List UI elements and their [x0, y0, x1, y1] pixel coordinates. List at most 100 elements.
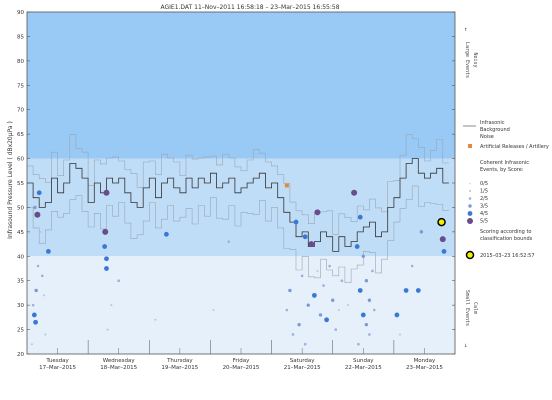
side-label-large-events: Large Events: [464, 42, 470, 78]
y-tick-label: 65: [17, 132, 24, 138]
event-point: [311, 292, 317, 298]
event-point: [367, 298, 372, 302]
y-tick-label: 55: [17, 181, 24, 187]
legend-score-swatch: [469, 190, 471, 192]
event-point: [285, 308, 289, 312]
event-point: [34, 288, 38, 293]
x-tick-date: 23–Mar–2015: [406, 365, 443, 371]
legend-score-label: 1/5: [480, 189, 488, 195]
legend-scoring-note: Scoring according to classification bound…: [480, 229, 533, 242]
event-point: [39, 230, 42, 233]
event-point: [30, 343, 33, 346]
y-tick-label: 85: [17, 34, 24, 40]
legend: Infrasonic Background Noise Artificial Rel…: [463, 120, 549, 260]
x-tick-day: Friday: [233, 358, 250, 364]
legend-score-label: 5/5: [480, 219, 488, 225]
event-point: [357, 214, 363, 220]
event-point: [102, 228, 109, 235]
x-tick-date: 19–Mar–2015: [161, 365, 198, 371]
level-bands: [27, 12, 455, 354]
event-point: [40, 274, 44, 278]
event-point: [357, 342, 360, 346]
side-label-noisy: Noisy: [472, 52, 478, 67]
event-point: [340, 279, 344, 283]
event-point: [324, 317, 329, 323]
legend-score-label: 3/5: [480, 204, 488, 210]
event-point: [314, 209, 321, 216]
event-point: [351, 189, 358, 196]
event-point: [303, 342, 307, 346]
legend-noise-label: Infrasonic Background Noise: [480, 120, 510, 140]
event-point: [297, 322, 301, 327]
highlight-event: [437, 217, 446, 227]
y-axis-ticks: 20 25 30 35 40 45 50 55 60 65 70 75 80 85 90: [17, 10, 455, 358]
y-tick-label: 40: [17, 254, 24, 260]
x-tick-day: Thursday: [166, 358, 193, 364]
event-point: [441, 249, 447, 254]
legend-scores: 0/5 1/52/5 3/54/5 5/5: [467, 181, 488, 225]
y-tick-label: 25: [17, 328, 24, 334]
arrow-down-icon: ↓: [464, 342, 468, 349]
event-point: [36, 190, 42, 196]
event-point: [31, 312, 37, 318]
event-point: [34, 211, 41, 218]
event-point: [36, 264, 40, 268]
event-point: [337, 309, 340, 312]
event-point: [398, 333, 401, 336]
y-tick-label: 60: [17, 157, 24, 163]
event-point: [293, 219, 299, 225]
event-point: [300, 274, 304, 278]
event-point: [403, 288, 409, 293]
legend-score-label: 0/5: [480, 181, 488, 187]
legend-coherent-title: Coherent Infrasonic Events, by Score:: [480, 160, 529, 173]
event-point: [360, 312, 366, 318]
y-tick-label: 45: [17, 230, 24, 236]
x-tick-date: 18–Mar–2015: [100, 365, 137, 371]
band-calm: [27, 256, 455, 354]
event-point: [164, 231, 169, 237]
event-point: [361, 254, 365, 258]
legend-score-label: 4/5: [480, 211, 488, 217]
noise-envelope: [27, 134, 449, 283]
legend-score-swatch: [468, 197, 472, 200]
legend-score-swatch: [467, 211, 473, 216]
event-point: [357, 288, 363, 293]
y-tick-label: 20: [17, 352, 24, 358]
event-point: [410, 264, 414, 268]
noise-envelope-upper: [27, 134, 449, 235]
x-tick-date: 22–Mar–2015: [345, 365, 382, 371]
event-point: [104, 266, 109, 271]
band-noisy: [27, 158, 455, 257]
legend-score-swatch: [468, 204, 472, 208]
event-point: [154, 318, 157, 321]
legend-highlight-label: 2015–03–23 16:52:57: [480, 253, 535, 259]
x-tick-date: 17–Mar–2015: [39, 365, 76, 371]
side-label-small-events: Small Events: [464, 290, 470, 326]
chart-title: AGIE1.DAT 11–Nov–2011 16:58:18 – 23–Mar–…: [160, 4, 339, 11]
legend-artificial-swatch: [468, 144, 472, 148]
legend-score-swatch: [467, 218, 473, 224]
event-point: [371, 269, 374, 273]
event-point: [117, 279, 121, 283]
event-point: [43, 294, 46, 297]
x-tick-day: Tuesday: [45, 358, 69, 364]
event-point: [318, 313, 323, 317]
event-point: [364, 279, 369, 283]
event-point: [372, 308, 376, 312]
x-tick-date: 21–Mar–2015: [284, 365, 321, 371]
event-point: [104, 256, 109, 262]
event-point: [306, 303, 310, 307]
background-noise-line: [27, 158, 449, 252]
arrow-up-icon: ↑: [464, 26, 468, 33]
event-point: [103, 189, 110, 196]
event-point: [354, 244, 360, 249]
highlight-point: [437, 217, 446, 227]
artificial-release-point: [284, 183, 289, 188]
y-tick-label: 90: [17, 10, 24, 16]
noise-envelope-lower: [27, 185, 449, 283]
event-point: [419, 230, 424, 234]
y-tick-label: 35: [17, 279, 24, 285]
legend-highlight-swatch: [465, 250, 475, 260]
y-axis-label: Infrasound Pressure Level ( dBx20µPa ): [7, 121, 14, 239]
